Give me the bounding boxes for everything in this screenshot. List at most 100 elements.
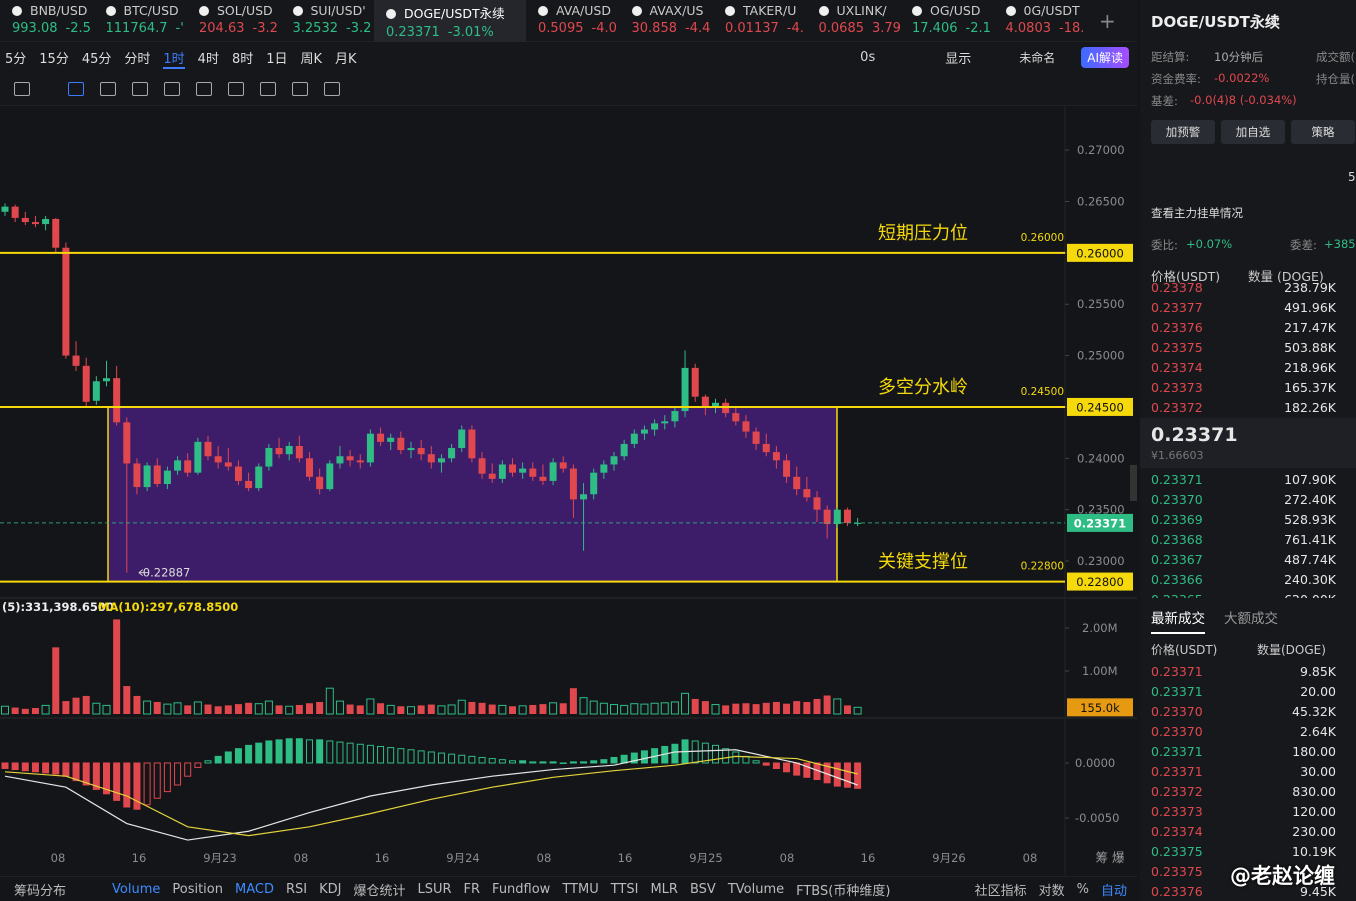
- book-price: 0.23378: [1151, 280, 1203, 295]
- book-row: 0.23370 272.40K: [1151, 492, 1336, 512]
- indicator-tab[interactable]: 爆仓统计: [353, 883, 406, 899]
- timeframes: 5分 15分 45分 分时 1时 4时 8时 1日 周K 月K: [0, 48, 365, 69]
- tool[interactable]: [228, 81, 244, 96]
- main-orders-link[interactable]: 查看主力挂单情况: [1151, 206, 1243, 220]
- ticker-tab[interactable]: AVAX/US 30.858 -4.4: [620, 0, 714, 42]
- trade-price: 0.23371: [1151, 764, 1203, 779]
- layout-name[interactable]: 未命名: [1019, 50, 1056, 65]
- tab-change: -18.: [1059, 20, 1085, 36]
- timeframe[interactable]: 1时: [163, 51, 185, 69]
- add-tab[interactable]: +: [1099, 8, 1116, 33]
- macd-bar: [295, 738, 303, 764]
- ticker-tab[interactable]: UXLINK/0.0685 3.79: [807, 0, 901, 42]
- timeframe[interactable]: 周K: [300, 51, 323, 67]
- timeframe[interactable]: 5分: [5, 51, 27, 67]
- candle-body: [1, 206, 9, 212]
- timeframe[interactable]: 4时: [197, 51, 219, 67]
- display[interactable]: 显示: [945, 51, 972, 67]
- tab-price: 0.0685: [818, 20, 865, 36]
- level-badge: [1067, 243, 1133, 262]
- candle-body: [366, 433, 374, 463]
- x-tick-label: 9月26: [932, 851, 965, 865]
- timeframe[interactable]: 8时: [231, 51, 254, 67]
- tab-quote: 0.0685 3.79: [819, 21, 901, 36]
- watermark: @老赵论缠: [1230, 864, 1335, 888]
- indicator-tab[interactable]: MLR: [650, 881, 678, 897]
- macd-bar: [113, 762, 121, 801]
- chart-option[interactable]: %: [1076, 881, 1089, 897]
- ticker-tab[interactable]: SUI/USD' 3.2532 -3.2: [281, 0, 375, 42]
- book-qty: 503.88K: [1284, 340, 1336, 355]
- trade-tab[interactable]: 大额成交: [1224, 611, 1278, 627]
- tool[interactable]: [68, 81, 84, 96]
- indicator-tab[interactable]: KDJ: [319, 881, 342, 897]
- candle-body: [519, 468, 527, 473]
- ticker-tab[interactable]: TAKER/U 0.01137 -4.: [713, 0, 807, 42]
- indicator-tab[interactable]: LSUR: [417, 881, 452, 897]
- indicator-tab[interactable]: Fundflow: [492, 881, 551, 897]
- sidebar-button[interactable]: 策略: [1291, 120, 1355, 144]
- chip-distribution[interactable]: 筹码分布: [14, 883, 67, 899]
- ticker-tab[interactable]: 0G/USDT 4.0803 -18.: [994, 0, 1088, 42]
- chart-option[interactable]: 自动: [1100, 883, 1127, 899]
- macd-tick-label: -0.0050: [1075, 811, 1119, 825]
- x-tick-label: 08: [294, 851, 309, 865]
- indicator-tab[interactable]: BSV: [689, 881, 716, 897]
- tool[interactable]: [260, 81, 276, 96]
- indicator-tab[interactable]: TTMU: [562, 881, 599, 897]
- candle-body: [397, 437, 405, 451]
- ai-button[interactable]: AI解读: [1081, 46, 1129, 68]
- chart-option[interactable]: 对数: [1038, 883, 1065, 899]
- tool[interactable]: [196, 81, 212, 96]
- volume-bar: [681, 692, 690, 715]
- timeframe[interactable]: 15分: [39, 51, 69, 67]
- tool[interactable]: [292, 81, 308, 96]
- x-tick-label: 16: [375, 851, 390, 865]
- tab-price: 3.2532: [292, 20, 339, 36]
- ticker-tab[interactable]: BNB/USD 993.08 -2.5: [0, 0, 94, 42]
- candle-body: [712, 402, 719, 407]
- ticker-tab[interactable]: SOL/USD 204.63 -3.2: [187, 0, 281, 42]
- timeframe[interactable]: 分时: [124, 51, 151, 67]
- indicator-tab[interactable]: Position: [172, 881, 223, 897]
- sidebar: DOGE/USDT永续 距结算: 10分钟后 成交额(资金费率: -0.0022% 持仓量…: [1140, 0, 1356, 901]
- volume-bar: [102, 704, 111, 715]
- sidebar-button[interactable]: 加预警: [1151, 120, 1215, 144]
- tool[interactable]: [164, 81, 180, 96]
- macd-bar: [417, 750, 425, 764]
- volume-badge-label: 155.0k: [1080, 701, 1120, 715]
- tab-price: 30.858: [631, 20, 678, 36]
- indicator-tab[interactable]: TTSI: [610, 881, 639, 897]
- volume-bar: [285, 705, 294, 715]
- volume-bar: [843, 705, 851, 714]
- timeframe[interactable]: 月K: [335, 51, 357, 67]
- volume-bar: [569, 688, 577, 714]
- ticker-tab[interactable]: DOGE/USDT永续 0.23371 -3.01%: [374, 0, 526, 42]
- ticker-tab[interactable]: OG/USD 17.406 -2.1: [900, 0, 994, 42]
- volume-bar: [254, 703, 263, 715]
- indicator-tab[interactable]: MACD: [235, 881, 274, 897]
- indicator-tab[interactable]: Volume: [112, 881, 161, 897]
- indicator-tab[interactable]: RSI: [285, 881, 308, 897]
- replay[interactable]: 0s: [860, 49, 876, 65]
- tool[interactable]: [100, 81, 116, 96]
- macd-bar: [143, 762, 151, 806]
- tool[interactable]: [132, 81, 148, 96]
- indicator-tab[interactable]: FR: [463, 881, 481, 897]
- ticker-tab[interactable]: AVA/USD 0.5095 -4.0: [526, 0, 620, 42]
- tool[interactable]: [14, 81, 30, 96]
- sidebar-button[interactable]: 加自选: [1221, 120, 1285, 144]
- macd-bar: [285, 738, 293, 764]
- indicator-tab[interactable]: TVolume: [727, 881, 785, 897]
- timeframe[interactable]: 1日: [266, 51, 288, 67]
- tool[interactable]: [324, 81, 340, 96]
- indicator-tab[interactable]: FTBS(币种维度): [796, 883, 891, 899]
- y-tick-label: 0.25500: [1077, 297, 1125, 311]
- chart-option[interactable]: 社区指标: [974, 883, 1027, 899]
- volume-bar: [306, 703, 313, 714]
- trade-price: 0.23371: [1151, 684, 1203, 699]
- timeframe[interactable]: 45分: [81, 51, 112, 67]
- level-badge: [1067, 572, 1133, 591]
- trade-tab[interactable]: 最新成交: [1151, 607, 1205, 634]
- ticker-tab[interactable]: BTC/USD 111764.7 -': [94, 0, 188, 42]
